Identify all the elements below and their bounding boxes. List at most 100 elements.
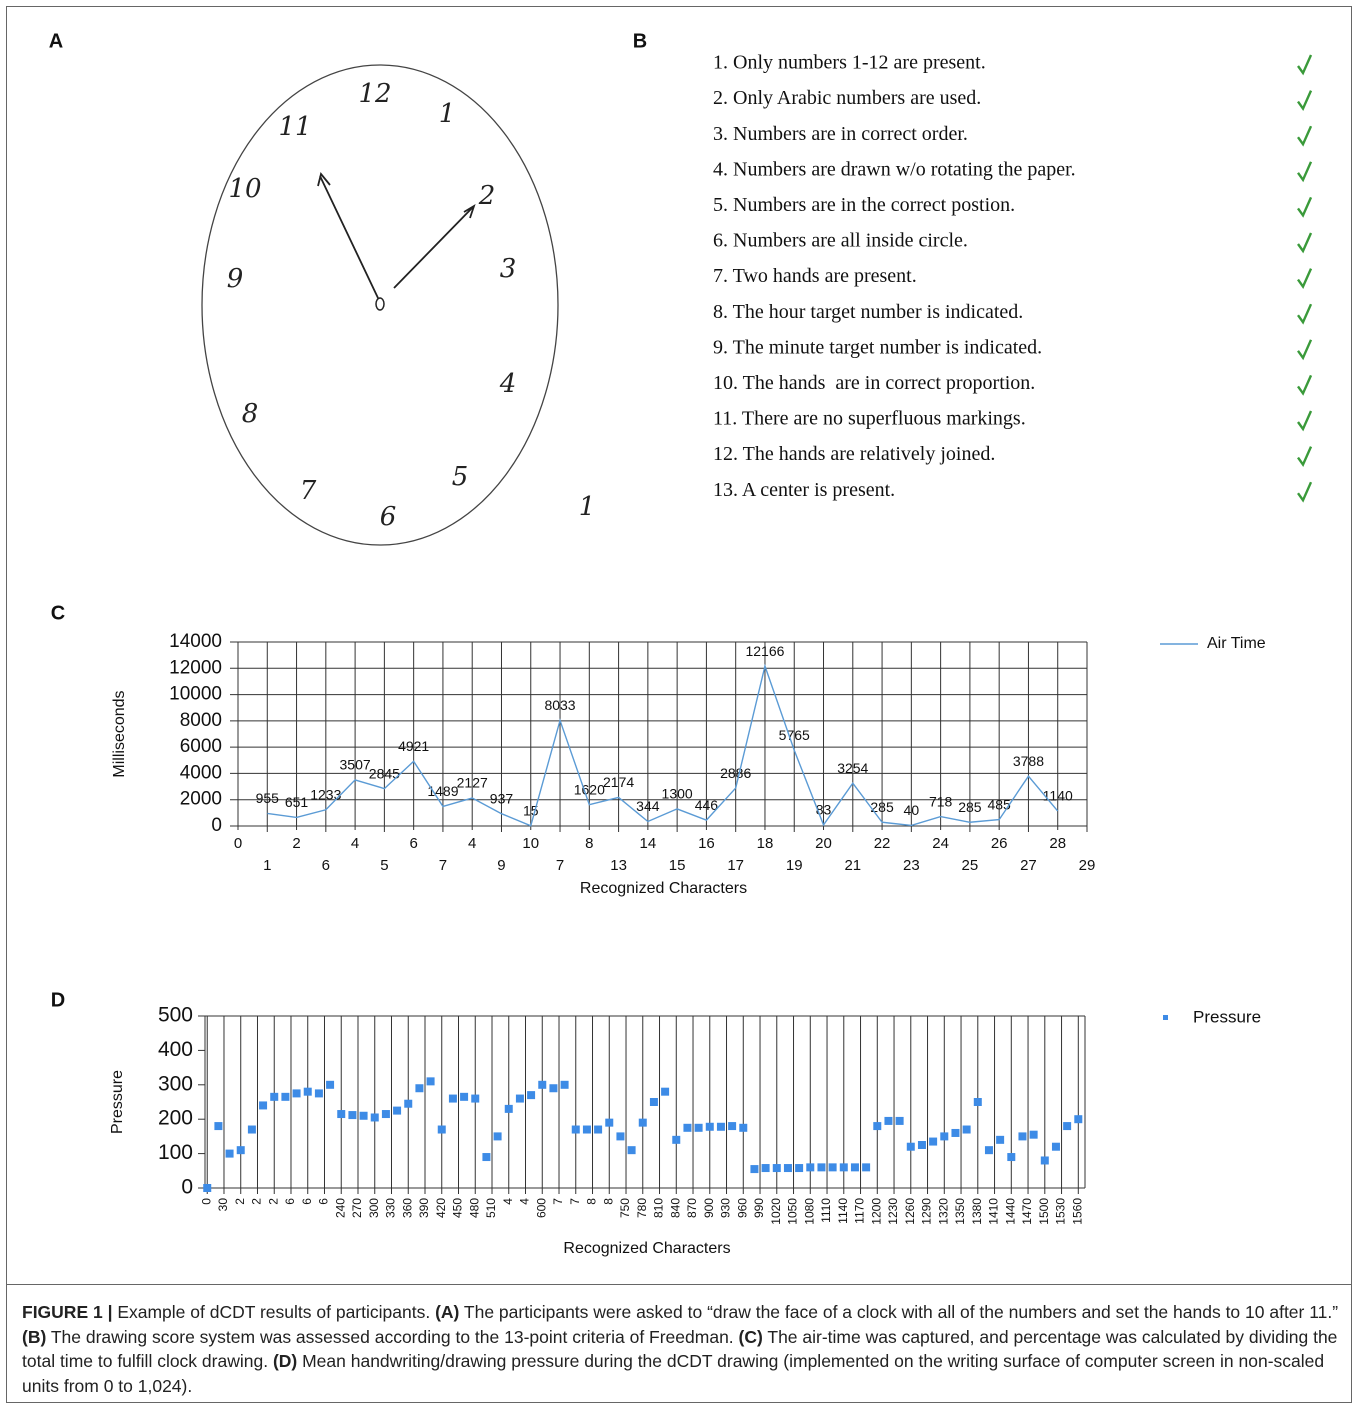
criterion: 13. A center is present. bbox=[713, 479, 895, 501]
y-tick-label: 10000 bbox=[169, 684, 222, 705]
scatter-point bbox=[762, 1164, 770, 1172]
scatter-point bbox=[717, 1123, 725, 1131]
x-tick-label: 360 bbox=[400, 1198, 414, 1218]
y-tick-label: 2000 bbox=[180, 789, 222, 810]
data-label: 4921 bbox=[398, 738, 429, 754]
data-label: 8033 bbox=[544, 697, 575, 713]
check-mark bbox=[1298, 91, 1311, 109]
scatter-point bbox=[259, 1101, 267, 1109]
scatter-point bbox=[214, 1122, 222, 1130]
data-label: 285 bbox=[958, 799, 982, 815]
x-tick-label: 19 bbox=[786, 857, 803, 874]
x-tick-label: 7 bbox=[568, 1198, 582, 1205]
data-label: 718 bbox=[929, 793, 953, 809]
x-tick-label: 9 bbox=[497, 857, 505, 874]
y-axis-title: Pressure bbox=[109, 1070, 126, 1134]
scatter-point bbox=[1074, 1115, 1082, 1123]
x-tick-label: 4 bbox=[501, 1198, 515, 1205]
figure-caption: FIGURE 1 | Example of dCDT results of pa… bbox=[22, 1300, 1342, 1398]
x-tick-label: 4 bbox=[468, 835, 476, 852]
x-tick-label: 25 bbox=[962, 857, 979, 874]
data-label: 1300 bbox=[662, 786, 693, 802]
scatter-point bbox=[348, 1111, 356, 1119]
scatter-point bbox=[494, 1132, 502, 1140]
scatter-point bbox=[851, 1163, 859, 1171]
x-tick-label: 270 bbox=[350, 1198, 364, 1218]
scatter-point bbox=[829, 1163, 837, 1171]
scatter-point bbox=[862, 1163, 870, 1171]
panel-label: D bbox=[51, 989, 65, 1011]
x-tick-label: 810 bbox=[652, 1198, 666, 1218]
scatter-point bbox=[427, 1077, 435, 1085]
scatter-point bbox=[237, 1146, 245, 1154]
clock-number: 5 bbox=[452, 462, 469, 492]
data-label: 937 bbox=[490, 790, 514, 806]
scatter-point bbox=[951, 1129, 959, 1137]
x-tick-label: 8 bbox=[585, 835, 593, 852]
y-tick-label: 12000 bbox=[169, 657, 222, 678]
criterion: 11. There are no superfluous markings. bbox=[713, 408, 1026, 430]
scatter-point bbox=[1030, 1131, 1038, 1139]
x-tick-label: 5 bbox=[380, 857, 388, 874]
data-label: 485 bbox=[987, 796, 1011, 812]
check-mark bbox=[1298, 126, 1311, 144]
scatter-point bbox=[672, 1136, 680, 1144]
y-tick-label: 4000 bbox=[180, 762, 222, 783]
scatter-point bbox=[661, 1088, 669, 1096]
x-tick-label: 4 bbox=[351, 835, 359, 852]
x-tick-label: 8 bbox=[601, 1198, 615, 1205]
scatter-point bbox=[527, 1091, 535, 1099]
x-tick-label: 29 bbox=[1079, 857, 1096, 874]
y-tick-label: 14000 bbox=[169, 631, 222, 652]
check-mark bbox=[1298, 482, 1311, 500]
x-tick-label: 480 bbox=[467, 1198, 481, 1218]
x-tick-label: 870 bbox=[685, 1198, 699, 1218]
x-tick-label: 1290 bbox=[920, 1198, 934, 1225]
criterion: 7. Two hands are present. bbox=[713, 265, 917, 287]
criterion: 2. Only Arabic numbers are used. bbox=[713, 87, 981, 109]
scatter-point bbox=[438, 1126, 446, 1134]
scatter-point bbox=[639, 1119, 647, 1127]
x-tick-label: 26 bbox=[991, 835, 1008, 852]
scatter-point bbox=[583, 1126, 591, 1134]
x-tick-label: 0 bbox=[234, 835, 242, 852]
caption-text: The drawing score system was assessed ac… bbox=[46, 1327, 738, 1347]
x-tick-label: 20 bbox=[815, 835, 832, 852]
x-tick-label: 450 bbox=[451, 1198, 465, 1218]
scatter-point bbox=[1007, 1153, 1015, 1161]
scatter-point bbox=[806, 1163, 814, 1171]
x-tick-label: 6 bbox=[283, 1198, 297, 1205]
scatter-point bbox=[706, 1123, 714, 1131]
x-tick-label: 27 bbox=[1020, 857, 1037, 874]
x-tick-label: 1350 bbox=[953, 1198, 967, 1225]
x-tick-label: 2 bbox=[250, 1198, 264, 1205]
x-tick-label: 390 bbox=[417, 1198, 431, 1218]
y-tick-label: 200 bbox=[158, 1107, 193, 1130]
scatter-point bbox=[628, 1146, 636, 1154]
x-tick-label: 6 bbox=[322, 857, 330, 874]
scatter-point bbox=[594, 1126, 602, 1134]
scatter-point bbox=[974, 1098, 982, 1106]
clock-face bbox=[202, 65, 558, 545]
x-tick-label: 30 bbox=[216, 1198, 230, 1212]
data-label: 3254 bbox=[837, 760, 868, 776]
check-mark bbox=[1298, 447, 1311, 465]
scatter-point bbox=[561, 1081, 569, 1089]
x-axis-title: Recognized Characters bbox=[563, 1240, 730, 1257]
legend-swatch bbox=[1163, 1015, 1168, 1020]
page: A B C D 12123456789101111. Only numbers … bbox=[0, 0, 1360, 1411]
criterion: 9. The minute target number is indicated… bbox=[713, 336, 1042, 358]
x-tick-label: 6 bbox=[300, 1198, 314, 1205]
criterion: 12. The hands are relatively joined. bbox=[713, 443, 995, 465]
x-tick-label: 1260 bbox=[903, 1198, 917, 1225]
x-tick-label: 1560 bbox=[1070, 1198, 1084, 1225]
scatter-point bbox=[404, 1100, 412, 1108]
data-label: 344 bbox=[636, 798, 660, 814]
check-mark bbox=[1298, 197, 1311, 215]
criterion: 1. Only numbers 1-12 are present. bbox=[713, 52, 986, 74]
scatter-point bbox=[505, 1105, 513, 1113]
scatter-point bbox=[304, 1088, 312, 1096]
check-mark bbox=[1298, 375, 1311, 393]
check-mark bbox=[1298, 233, 1311, 251]
data-label: 3788 bbox=[1013, 753, 1044, 769]
